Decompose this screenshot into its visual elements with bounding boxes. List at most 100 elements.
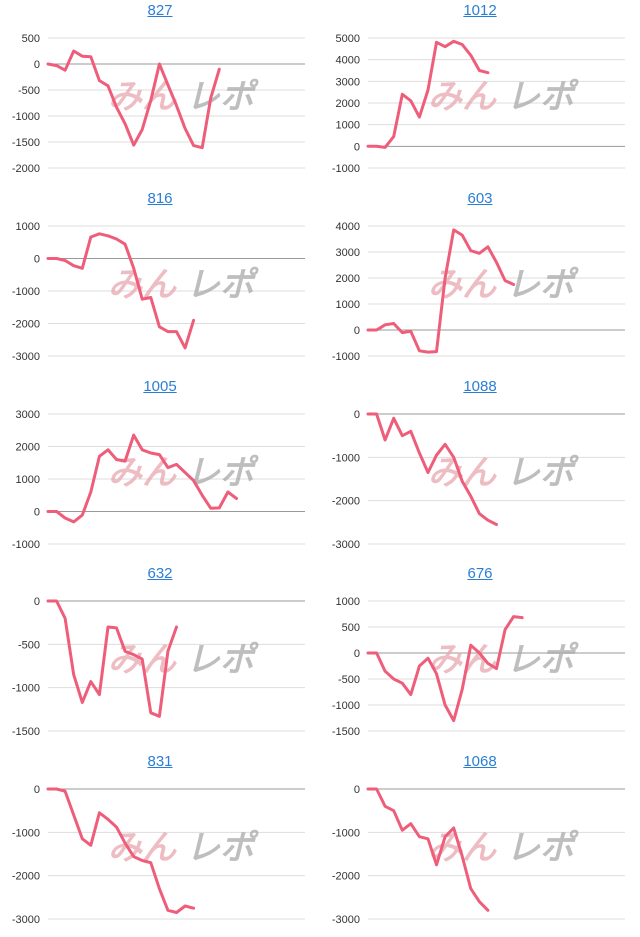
data-point xyxy=(183,471,187,474)
data-point xyxy=(375,787,378,791)
data-point xyxy=(132,653,135,656)
data-point xyxy=(409,99,413,103)
data-point xyxy=(46,62,50,66)
series-line xyxy=(46,787,196,914)
data-point xyxy=(478,512,481,515)
chart-title-link[interactable]: 632 xyxy=(147,565,173,582)
y-tick-label: -3000 xyxy=(332,914,360,926)
y-tick-label: 4000 xyxy=(336,221,360,233)
data-point xyxy=(418,664,421,668)
data-point xyxy=(55,64,58,67)
data-point xyxy=(132,143,135,147)
data-point xyxy=(141,657,144,661)
data-point xyxy=(452,719,455,722)
data-point xyxy=(426,837,430,841)
data-point xyxy=(469,249,472,252)
data-point xyxy=(443,443,447,446)
data-point xyxy=(366,651,370,655)
series-line xyxy=(366,412,498,526)
data-point xyxy=(443,45,447,48)
data-point xyxy=(149,99,152,102)
data-point xyxy=(401,828,404,832)
data-point xyxy=(521,616,524,619)
y-tick-label: -1000 xyxy=(12,111,40,123)
y-tick-label: -1000 xyxy=(12,286,40,298)
chart-title-link[interactable]: 816 xyxy=(147,190,173,207)
y-tick-label: -2000 xyxy=(332,871,360,883)
y-tick-label: 5000 xyxy=(336,33,360,45)
data-point xyxy=(175,330,178,333)
data-point xyxy=(55,787,58,791)
y-tick-label: 1000 xyxy=(336,120,360,132)
y-tick-label: -2000 xyxy=(332,496,360,508)
y-tick-label: 1000 xyxy=(336,299,360,311)
chart-title-link[interactable]: 1012 xyxy=(463,2,497,19)
chart-title-link[interactable]: 676 xyxy=(467,565,493,582)
data-point xyxy=(486,909,490,912)
data-point xyxy=(383,146,387,149)
data-point xyxy=(141,859,144,862)
data-point xyxy=(115,237,118,241)
chart-panel-2: 1000 0 -1000 -2000 -3000 みん レポ 816 xyxy=(0,188,320,374)
watermark-left: みん xyxy=(428,77,497,117)
data-point xyxy=(418,115,421,119)
y-tick-label: 500 xyxy=(22,33,40,45)
data-point xyxy=(461,43,464,46)
y-tick-label: -1000 xyxy=(332,827,360,839)
data-point xyxy=(375,145,378,148)
data-point xyxy=(89,55,93,58)
data-point xyxy=(443,835,447,838)
chart-title-link[interactable]: 827 xyxy=(147,2,173,19)
y-tick-label: -3000 xyxy=(332,539,360,551)
chart-title-link[interactable]: 831 xyxy=(147,753,173,770)
data-point xyxy=(158,62,161,66)
chart-panel-3: 4000 3000 2000 1000 0 -1000 みん レポ 603 xyxy=(320,188,640,374)
data-point xyxy=(366,787,370,791)
chart-panel-5: 0 -1000 -2000 -3000 みん レポ 1088 xyxy=(320,376,640,562)
data-point xyxy=(418,451,421,455)
chart-title-link[interactable]: 1088 xyxy=(463,378,497,395)
y-tick-label: -1000 xyxy=(332,452,360,464)
data-point xyxy=(115,458,118,461)
y-tick-label: 2000 xyxy=(336,98,360,110)
y-tick-label: 3000 xyxy=(16,409,40,421)
data-point xyxy=(218,68,221,71)
y-tick-label: 0 xyxy=(354,648,360,660)
y-tick-label: -500 xyxy=(18,85,40,97)
data-point xyxy=(63,516,67,520)
data-point xyxy=(123,122,127,126)
y-tick-label: 2000 xyxy=(16,442,40,454)
chart-title-link[interactable]: 1005 xyxy=(143,378,177,395)
data-point xyxy=(409,693,413,696)
y-tick-label: 0 xyxy=(354,409,360,421)
y-tick-label: -500 xyxy=(18,639,40,651)
data-point xyxy=(55,510,58,513)
y-tick-label: 2000 xyxy=(336,273,360,285)
data-point xyxy=(503,279,507,282)
watermark-right: レポ xyxy=(186,828,259,868)
chart-title-link[interactable]: 603 xyxy=(467,190,493,207)
data-point xyxy=(141,128,144,131)
data-point xyxy=(461,479,464,483)
watermark-right: レポ xyxy=(186,265,259,305)
data-point xyxy=(175,625,178,629)
data-point xyxy=(55,599,58,603)
y-tick-label: 4000 xyxy=(336,55,360,67)
data-point xyxy=(106,234,110,237)
y-tick-label: 0 xyxy=(34,507,40,519)
data-point xyxy=(495,261,498,264)
data-point xyxy=(81,513,84,517)
watermark-right: レポ xyxy=(506,828,579,868)
y-tick-label: 0 xyxy=(354,784,360,796)
data-point xyxy=(375,328,378,332)
chart-panel-4: 3000 2000 1000 0 -1000 みん レポ 1005 xyxy=(0,376,320,562)
data-point xyxy=(401,434,404,437)
data-point xyxy=(435,672,438,675)
data-point xyxy=(478,651,481,655)
data-point xyxy=(192,906,195,910)
data-point xyxy=(418,835,421,838)
data-point xyxy=(63,259,67,262)
chart-title-link[interactable]: 1068 xyxy=(463,753,497,770)
data-point xyxy=(392,135,395,138)
data-point xyxy=(401,681,404,685)
